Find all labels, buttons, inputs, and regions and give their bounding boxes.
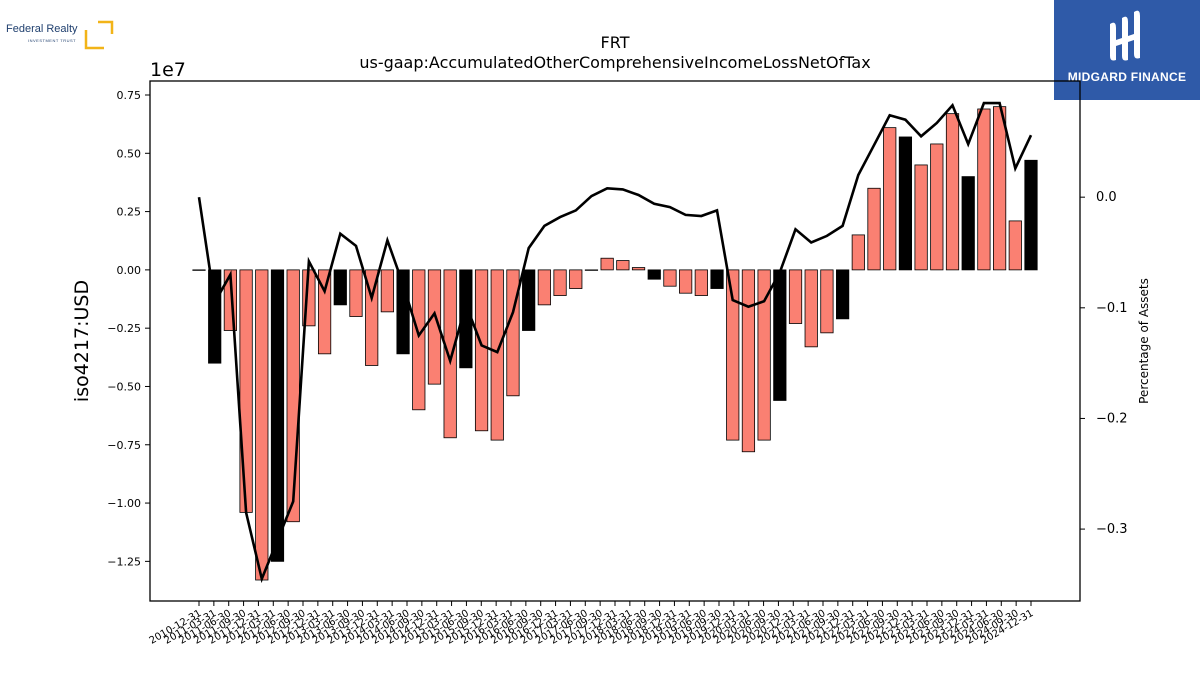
bar [898, 136, 913, 271]
bar [851, 234, 865, 271]
bar [553, 269, 567, 296]
bar [663, 269, 677, 287]
bar [208, 269, 222, 364]
y-tick-label: −1.25 [107, 555, 141, 568]
bar [537, 269, 551, 306]
bar [836, 269, 850, 320]
bar [961, 176, 975, 271]
y-axis-label: iso4217:USD [71, 280, 93, 402]
bar [804, 269, 818, 348]
bar [788, 269, 803, 324]
bar [710, 269, 724, 289]
bar [584, 269, 599, 271]
percentage-line [197, 101, 1033, 584]
y-axis-ticks: 0.75 0.50 0.25 0.00 −0.25 −0.50 −0.75 −1.00 −1.2… [107, 89, 150, 568]
y2-tick-label: −0.2 [1096, 411, 1128, 426]
y-tick-label: −0.50 [107, 380, 141, 393]
bar [333, 269, 347, 306]
bar [616, 260, 630, 271]
bar [993, 106, 1007, 271]
bar [820, 269, 834, 334]
federal-realty-mark-icon [84, 20, 114, 50]
midgard-finance-logo: MIDGARD FINANCE [1054, 0, 1200, 100]
y2-tick-label: −0.3 [1096, 522, 1128, 537]
bar [726, 269, 740, 441]
bar [867, 187, 881, 271]
y-scale-label: 1e7 [150, 59, 186, 81]
bar [930, 143, 944, 271]
y-tick-label: 0.00 [117, 264, 142, 277]
y-tick-label: 0.75 [117, 89, 142, 102]
y2-axis-ticks: 0.0 −0.1 −0.2 −0.3 [1080, 190, 1128, 537]
bar [239, 269, 253, 513]
plot-frame [149, 80, 1081, 602]
federal-realty-logo-sub: INVESTMENT TRUST [28, 38, 77, 43]
bar [380, 269, 394, 313]
percentage-line-group [197, 101, 1033, 584]
bar [977, 108, 991, 271]
federal-realty-logo: Federal Realty INVESTMENT TRUST [6, 18, 116, 52]
bar [1024, 159, 1038, 271]
bar [474, 269, 489, 432]
bar [694, 269, 708, 296]
bar [506, 269, 520, 397]
y-tick-label: −1.00 [107, 497, 141, 510]
bar [427, 269, 442, 385]
chart-title: FRT [601, 33, 630, 52]
bar [522, 269, 536, 331]
bar [773, 269, 787, 401]
midgard-finance-name: MIDGARD FINANCE [1067, 70, 1187, 84]
y-tick-label: 0.25 [117, 206, 142, 219]
x-axis-ticks: 2010-12-312011-03-312011-06-302011-09-30… [148, 601, 1036, 647]
bar [757, 269, 771, 441]
bar [412, 269, 426, 411]
bar [443, 269, 457, 439]
bar [1008, 220, 1022, 271]
bar [255, 269, 269, 581]
bars-group [192, 106, 1038, 581]
bar [741, 269, 756, 453]
bar [569, 269, 583, 289]
bar [945, 113, 960, 271]
chart-subtitle: us-gaap:AccumulatedOtherComprehensiveInc… [359, 53, 870, 72]
bar [631, 267, 646, 271]
bar [365, 269, 379, 366]
y-tick-label: −0.75 [107, 439, 141, 452]
bar [600, 257, 614, 271]
federal-realty-logo-name: Federal Realty [6, 23, 78, 35]
bar [317, 269, 332, 355]
bar [883, 127, 897, 271]
y-tick-label: 0.50 [117, 147, 142, 160]
bar [679, 269, 693, 294]
bar [914, 164, 928, 271]
bar [490, 269, 504, 441]
y2-tick-label: −0.1 [1096, 301, 1128, 316]
bar [647, 269, 661, 280]
y2-axis-label: Percentage of Assets [1137, 278, 1151, 404]
bar [270, 269, 285, 562]
y2-tick-label: 0.0 [1096, 190, 1117, 205]
midgard-emblem-icon [1110, 10, 1140, 61]
y-tick-label: −0.25 [107, 322, 141, 335]
bar [349, 269, 363, 317]
